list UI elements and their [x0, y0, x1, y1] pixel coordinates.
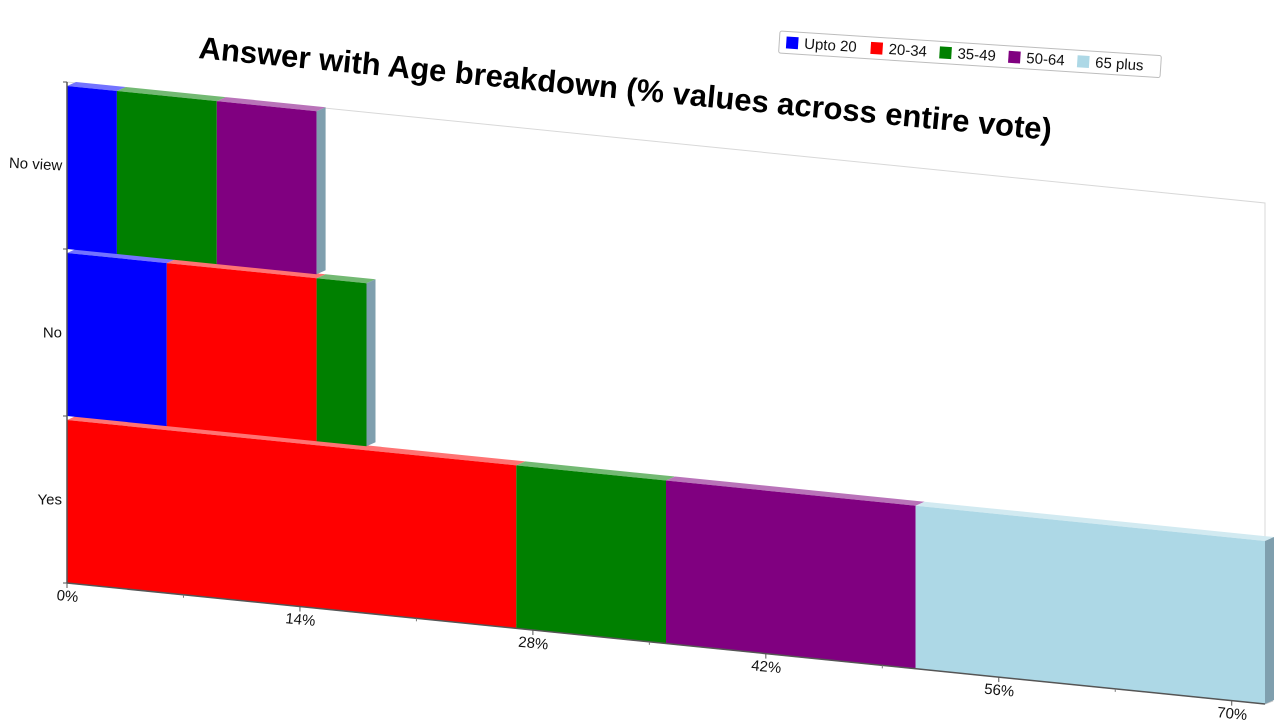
- bar-top-face: [666, 476, 925, 506]
- bar-front-face: [216, 101, 317, 275]
- legend-item-20-34: 20-34: [870, 41, 927, 61]
- bar-end-no-view: [316, 107, 326, 275]
- category-label-yes: Yes: [38, 492, 62, 509]
- category-label-no: No: [43, 325, 62, 342]
- bar-front-face: [67, 420, 517, 629]
- legend-label: 20-34: [888, 41, 927, 60]
- legend-swatch: [939, 46, 952, 60]
- bar-top-face: [166, 259, 326, 279]
- legend-item-50-64: 50-64: [1008, 50, 1065, 69]
- bar-yes-35-49: [516, 461, 675, 644]
- legend-label: 35-49: [957, 46, 996, 65]
- bar-yes-20-34: [67, 416, 526, 629]
- bar-no-view-50-64: [216, 97, 326, 275]
- bar-front-face: [166, 263, 317, 442]
- axes: Yes No No view 0% 14% 28% 42% 56% 70%: [9, 81, 1266, 720]
- bar-front-face: [67, 86, 117, 254]
- bar-top-face: [915, 501, 1274, 541]
- legend-swatch: [1008, 50, 1021, 64]
- bar-front-face: [316, 278, 367, 447]
- bar-no-upto-20: [67, 249, 176, 427]
- legend-label: 50-64: [1026, 50, 1065, 69]
- legend-swatch: [1076, 55, 1090, 69]
- legend-item-35-49: 35-49: [939, 46, 996, 65]
- x-tick-label: 0%: [56, 587, 79, 606]
- legend-item-upto-20: Upto 20: [785, 36, 858, 56]
- bar-top-face: [216, 97, 326, 112]
- value-axis: [66, 582, 1266, 705]
- bar-front-face: [915, 505, 1265, 704]
- bar-front-face: [666, 480, 916, 669]
- x-tick-label: 56%: [983, 681, 1015, 701]
- bar-no-35-49: [316, 274, 376, 447]
- bar-end-yes: [1265, 537, 1274, 704]
- legend-item-65-plus: 65 plus: [1076, 54, 1144, 75]
- legend-swatch: [785, 36, 799, 50]
- x-tick-label: 70%: [1216, 704, 1248, 720]
- bar-top-face: [516, 461, 675, 481]
- bar-top-face: [67, 249, 176, 264]
- category-label-no-view: No view: [9, 155, 63, 175]
- x-tick-label: 14%: [285, 610, 317, 630]
- bar-top-face: [67, 82, 126, 91]
- x-tick-label: 42%: [751, 657, 783, 677]
- x-tick-label: 28%: [518, 634, 550, 654]
- bar-no-20-34: [166, 259, 326, 442]
- bar-yes-65-plus: [915, 501, 1274, 704]
- legend-swatch: [870, 41, 884, 55]
- bars: [67, 82, 1274, 704]
- bar-no-view-35-49: [116, 87, 226, 265]
- bar-top-face: [67, 416, 526, 466]
- legend-label: Upto 20: [804, 36, 858, 56]
- bar-top-face: [116, 87, 226, 102]
- bar-no-view-upto-20: [67, 82, 126, 254]
- bar-top-face: [316, 274, 376, 284]
- bar-end-no: [366, 279, 376, 447]
- legend: Upto 20 20-34 35-49 50-64 65 plus: [778, 30, 1162, 78]
- bar-front-face: [516, 465, 666, 644]
- bar-front-face: [67, 253, 167, 427]
- legend-label: 65 plus: [1095, 54, 1144, 74]
- bar-yes-50-64: [666, 476, 925, 669]
- bar-front-face: [116, 91, 217, 265]
